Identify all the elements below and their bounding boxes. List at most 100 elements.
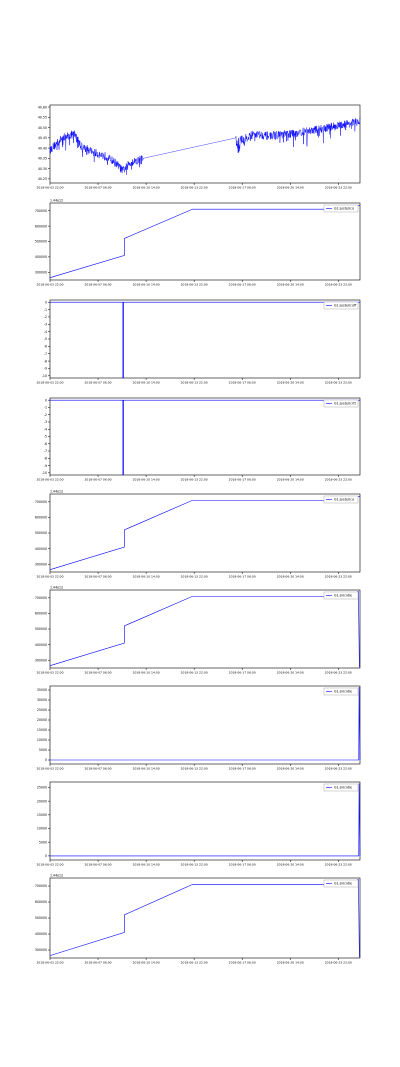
x-tick-label: 2018-06-17 06:00 [229, 381, 256, 385]
legend-box [323, 783, 359, 792]
x-tick-label: 2018-06-07 06:00 [85, 767, 112, 771]
x-tick-label: 2018-06-20 14:00 [277, 186, 304, 190]
x-tick-label: 2018-06-13 22:00 [181, 186, 208, 190]
y-tick-label: 10000 [37, 738, 47, 742]
x-tick-label: 2018-06-20 14:00 [277, 961, 304, 965]
x-tick-label: 2018-06-03 22:00 [36, 671, 63, 675]
x-tick-label: 2018-06-20 14:00 [277, 381, 304, 385]
x-tick-label: 2018-06-17 06:00 [229, 186, 256, 190]
y-tick-label: 300000 [35, 658, 47, 662]
y-tick-label: 15000 [37, 813, 47, 817]
y-tick-label: -6 [44, 345, 47, 349]
x-tick-label: 2018-06-07 06:00 [85, 478, 112, 482]
y-tick-label: 35000 [37, 688, 47, 692]
y-tick-label: 40.25 [38, 177, 47, 181]
y-tick-label: 40.45 [38, 136, 47, 140]
x-tick-label: 2018-06-17 06:00 [229, 283, 256, 287]
legend-box [323, 301, 359, 310]
plot-area [49, 202, 361, 281]
x-tick-label: 2018-06-20 14:00 [277, 478, 304, 482]
x-tick-label: 2018-06-23 22:00 [325, 961, 352, 965]
legend-box [323, 204, 359, 213]
series-line [49, 117, 361, 176]
x-tick-label: 2018-06-20 14:00 [277, 863, 304, 867]
legend-box [323, 879, 359, 888]
legend-label: G1.sim:idle [334, 690, 352, 694]
x-tick-label: 2018-06-10 14:00 [133, 381, 160, 385]
plot-area [49, 493, 361, 573]
x-tick-label: 2018-06-23 22:00 [325, 381, 352, 385]
y-tick-label: -7 [44, 449, 47, 453]
x-tick-label: 2018-06-03 22:00 [36, 961, 63, 965]
plot-area [49, 299, 361, 379]
x-tick-label: 2018-06-13 22:00 [181, 283, 208, 287]
x-tick-label: 2018-06-10 14:00 [133, 478, 160, 482]
y-tick-label: -2 [44, 315, 47, 319]
plot-area [49, 104, 361, 184]
y-tick-label: -2 [44, 413, 47, 417]
y-tick-label: 600000 [35, 516, 47, 520]
legend-label: G1.system:o [334, 207, 354, 211]
y-tick-label: -4 [44, 427, 47, 431]
series-line [50, 686, 361, 761]
chart-1: 40.25 40.30 40.35 40.40 40.45 40.50 40.55 40.60… [36, 104, 361, 190]
x-tick-label: 2018-06-10 14:00 [133, 575, 160, 579]
x-tick-label: 2018-06-10 14:00 [133, 283, 160, 287]
legend-label: G1.sim:idle [334, 786, 352, 790]
y-tick-label: -3 [44, 322, 47, 326]
y-tick-label: 0 [45, 300, 47, 304]
legend-label: G1.system:off [334, 304, 357, 308]
y-tick-label: 15000 [37, 728, 47, 732]
x-tick-label: 2018-06-03 22:00 [36, 478, 63, 482]
y-tick-label: -8 [44, 456, 47, 460]
legend-box [323, 591, 359, 600]
x-tick-label: 2018-06-13 22:00 [181, 863, 208, 867]
legend-box [323, 687, 359, 696]
y-tick-label: 600000 [35, 612, 47, 616]
chart-5: 300000 400000 500000 600000 700000 2018-06-03… [35, 490, 361, 579]
plot-area [49, 589, 361, 669]
y-tick-label: 600000 [35, 224, 47, 228]
y-tick-label: -10 [42, 374, 47, 378]
series-line [49, 879, 360, 958]
x-tick-label: 2018-06-23 22:00 [325, 767, 352, 771]
y-tick-label: 25000 [37, 708, 47, 712]
x-tick-label: 2018-06-17 06:00 [229, 863, 256, 867]
x-tick-label: 2018-06-17 06:00 [229, 671, 256, 675]
y-tick-label: 40.40 [38, 146, 47, 150]
x-tick-label: 2018-06-10 14:00 [133, 961, 160, 965]
x-tick-label: 2018-06-07 06:00 [85, 961, 112, 965]
plot-area [49, 397, 361, 476]
y-tick-label: 300000 [35, 562, 47, 566]
x-tick-label: 2018-06-17 06:00 [229, 767, 256, 771]
chart-4: 0 -1 -2 -3 -4 -5 -6 -7 -8 -9 -10 2018-06-03 22:00 20… [36, 397, 361, 482]
x-tick-label: 2018-06-17 06:00 [229, 961, 256, 965]
y-tick-label: 30000 [37, 698, 47, 702]
x-tick-label: 2018-06-03 22:00 [36, 283, 63, 287]
chart-6: 300000 400000 500000 600000 700000 2018-06-03… [35, 586, 361, 675]
y-tick-label: 40.55 [38, 116, 47, 120]
y-tick-label: 300000 [35, 271, 47, 275]
y-tick-label: 40.60 [38, 105, 47, 109]
offset-text: 1.44e12 [50, 586, 63, 590]
y-tick-label: 400000 [35, 255, 47, 259]
legend-label: G1.sim:idle [334, 882, 352, 886]
y-tick-label: -7 [44, 352, 47, 356]
plot-area [49, 877, 361, 959]
plot-area [49, 781, 361, 861]
y-tick-label: 40.30 [38, 167, 47, 171]
y-tick-label: 600000 [35, 900, 47, 904]
x-tick-label: 2018-06-03 22:00 [36, 575, 63, 579]
legend-label: G1.sim:idle [334, 594, 352, 598]
x-tick-label: 2018-06-10 14:00 [133, 767, 160, 771]
x-tick-label: 2018-06-03 22:00 [36, 381, 63, 385]
y-tick-label: 400000 [35, 932, 47, 936]
series-line [50, 783, 361, 857]
x-tick-label: 2018-06-13 22:00 [181, 767, 208, 771]
x-tick-label: 2018-06-03 22:00 [36, 767, 63, 771]
series-line [50, 301, 360, 379]
y-tick-label: 500000 [35, 916, 47, 920]
x-tick-label: 2018-06-07 06:00 [85, 575, 112, 579]
x-tick-label: 2018-06-07 06:00 [85, 283, 112, 287]
y-tick-label: 700000 [35, 500, 47, 504]
